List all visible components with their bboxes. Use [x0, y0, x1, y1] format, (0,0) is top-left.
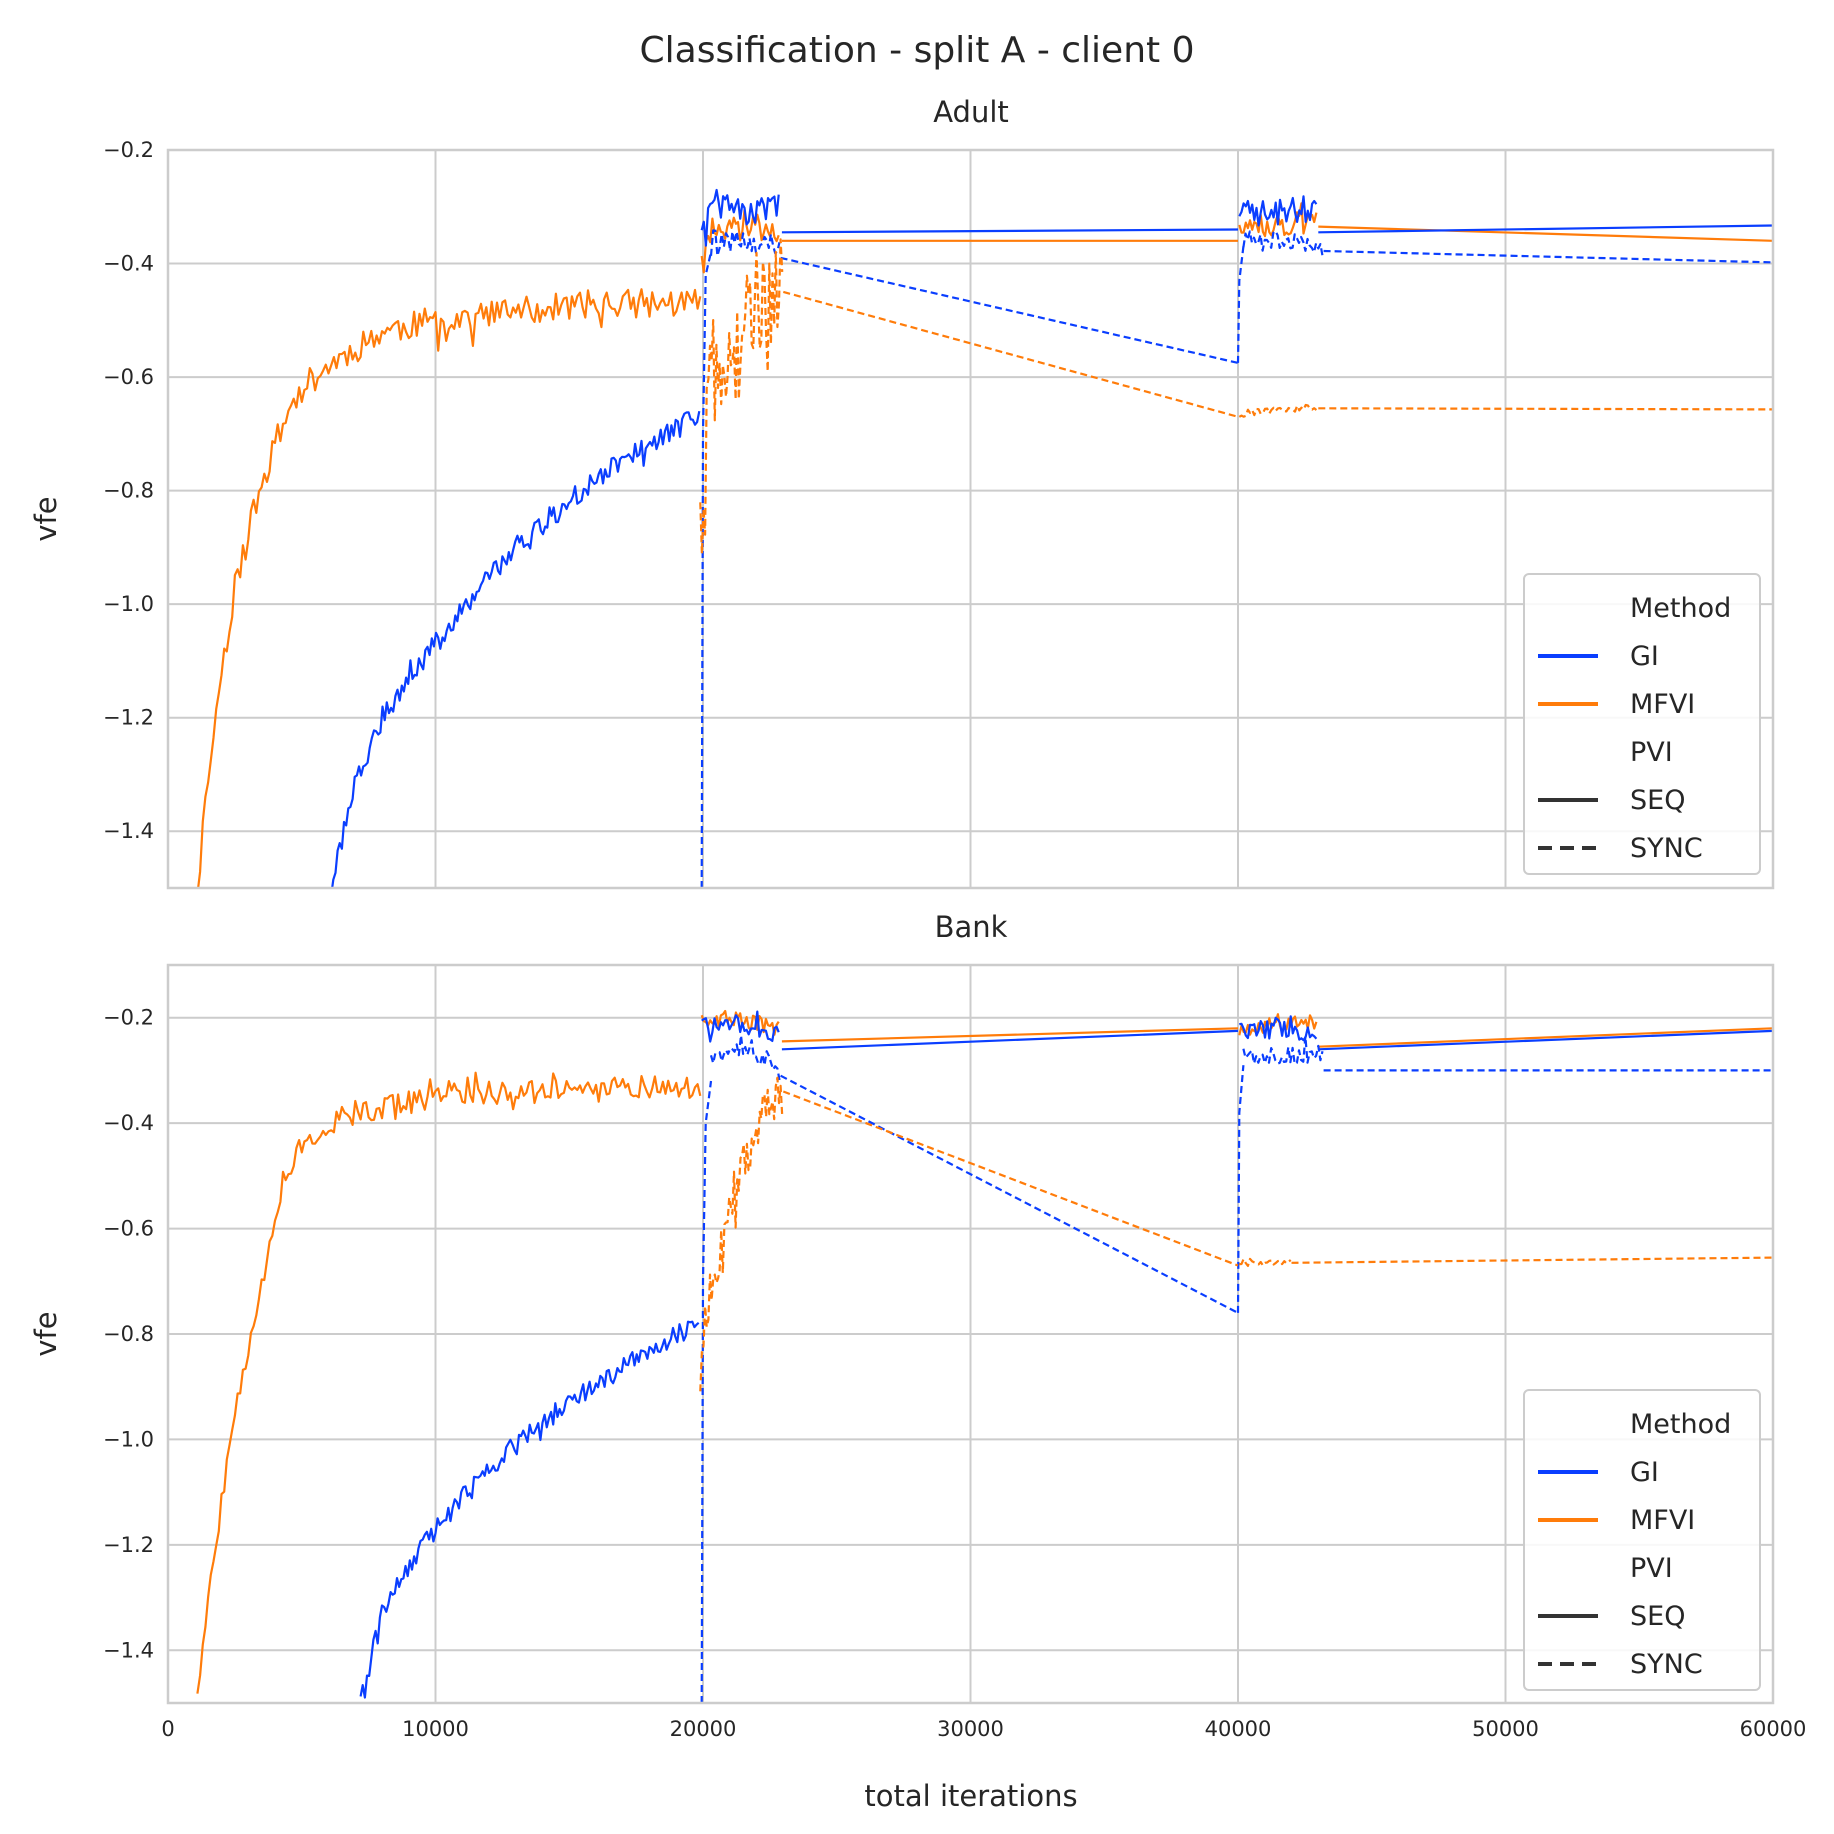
series-line [781, 228, 1239, 234]
y-axis-label-adult: vfe [29, 496, 63, 541]
x-tick-label: 10000 [402, 1717, 469, 1741]
y-axis-label-bank: vfe [29, 1311, 63, 1356]
series-line [1236, 1065, 1245, 1313]
legend-entry-label: SYNC [1630, 833, 1703, 864]
series-line [699, 238, 784, 555]
legend-entry-label: MFVI [1630, 1505, 1695, 1536]
series-line [700, 188, 780, 247]
x-tick-labels-bank: 0 10000 20000 30000 40000 50000 60000 [161, 1717, 1806, 1741]
x-tick-label: 0 [161, 1717, 174, 1741]
legend-entry-label: MFVI [1630, 689, 1695, 720]
series-line [709, 229, 781, 257]
legend-section-title: PVI [1630, 737, 1673, 768]
y-tick-label: −1.4 [103, 819, 154, 843]
y-tick-label: −0.4 [103, 252, 154, 276]
panel-title-adult: Adult [933, 95, 1009, 129]
x-tick-label: 30000 [937, 1717, 1004, 1741]
series-line [781, 1027, 1239, 1043]
series-line [1242, 229, 1324, 256]
legend-entry-label: SEQ [1630, 1601, 1685, 1632]
y-tick-label: −1.2 [103, 706, 154, 730]
series-line [197, 288, 702, 888]
series-line [1318, 224, 1773, 234]
y-tick-label: −1.0 [103, 1427, 154, 1451]
series-line [1238, 195, 1318, 227]
series-line [1236, 246, 1245, 363]
series-line [700, 209, 780, 274]
y-tick-label: −0.8 [103, 1322, 154, 1346]
panel-bank: Bank −1.4 −1.2 −1.0 −0.8 −0.6 −0.4 −0.2 0 10000… [29, 910, 1806, 1813]
series-line [1291, 1256, 1773, 1264]
y-tick-label: −0.2 [103, 138, 154, 162]
panel-title-bank: Bank [935, 910, 1008, 944]
series-mfvi-seq [196, 1009, 1773, 1694]
series-line [709, 1034, 781, 1081]
legend-section-title: PVI [1630, 1553, 1673, 1584]
series-line [699, 1076, 784, 1392]
y-tick-label: −1.4 [103, 1638, 154, 1662]
axes-frame-bank [166, 963, 1775, 1705]
figure-title: Classification - split A - client 0 [640, 30, 1195, 71]
series-line [780, 1074, 1239, 1314]
y-tick-label: −0.6 [103, 1217, 154, 1241]
series-mfvi-sync [699, 238, 1773, 555]
series-line [1238, 1013, 1318, 1036]
series-gi-sync [700, 229, 1773, 888]
series-line [1238, 403, 1318, 418]
legend-section-title: Method [1630, 593, 1731, 624]
legend-section-title: Method [1630, 1409, 1731, 1440]
y-tick-label: −1.2 [103, 1533, 154, 1557]
legend-entry-label: GI [1630, 1457, 1659, 1488]
series-line [1239, 1015, 1318, 1042]
series-line [783, 290, 1239, 418]
series-gi-sync [700, 1034, 1773, 1703]
series-line [780, 256, 1239, 364]
y-tick-labels-adult: −1.4 −1.2 −1.0 −0.8 −0.6 −0.4 −0.2 [103, 138, 154, 843]
series-line [359, 1320, 700, 1699]
plot-area-bank [196, 1009, 1773, 1703]
legend-bank: Method GI MFVI PVI SEQ SYNC [1523, 1389, 1761, 1691]
plot-area-adult [197, 188, 1773, 888]
legend-entry-label: GI [1630, 641, 1659, 672]
series-mfvi-sync [699, 1076, 1773, 1392]
series-line [1318, 1029, 1773, 1051]
series-line [781, 1029, 1239, 1051]
series-line [1239, 1257, 1292, 1268]
panel-adult: Adult −1.4 −1.2 −1.0 −0.8 −0.6 −0.4 −0.2 vfe M… [29, 95, 1775, 890]
axes-frame-adult [166, 148, 1775, 890]
y-tick-label: −1.0 [103, 592, 154, 616]
x-tick-label: 40000 [1205, 1717, 1272, 1741]
series-line [331, 410, 701, 888]
series-line [1318, 225, 1773, 242]
series-line [700, 1080, 713, 1703]
x-axis-label: total iterations [864, 1779, 1077, 1813]
legend-entry-label: SEQ [1630, 785, 1685, 816]
series-line [700, 251, 713, 888]
series-line [196, 1071, 702, 1694]
legend-adult: Method GI MFVI PVI SEQ SYNC [1523, 573, 1761, 875]
series-line [1323, 249, 1773, 264]
series-line [1242, 1035, 1324, 1066]
y-tick-label: −0.2 [103, 1006, 154, 1030]
x-tick-label: 60000 [1740, 1717, 1807, 1741]
series-line [1318, 1027, 1773, 1048]
series-gi-seq [331, 188, 1773, 888]
legend-entry-label: SYNC [1630, 1649, 1703, 1680]
y-tick-label: −0.4 [103, 1111, 154, 1135]
series-line [782, 1090, 1239, 1267]
series-gi-seq [359, 1010, 1773, 1699]
y-tick-label: −0.8 [103, 479, 154, 503]
series-line [701, 1010, 780, 1043]
series-line [1318, 407, 1773, 411]
x-tick-label: 20000 [670, 1717, 737, 1741]
y-tick-label: −0.6 [103, 365, 154, 389]
y-tick-labels-bank: −1.4 −1.2 −1.0 −0.8 −0.6 −0.4 −0.2 [103, 1006, 154, 1663]
x-tick-label: 50000 [1472, 1717, 1539, 1741]
